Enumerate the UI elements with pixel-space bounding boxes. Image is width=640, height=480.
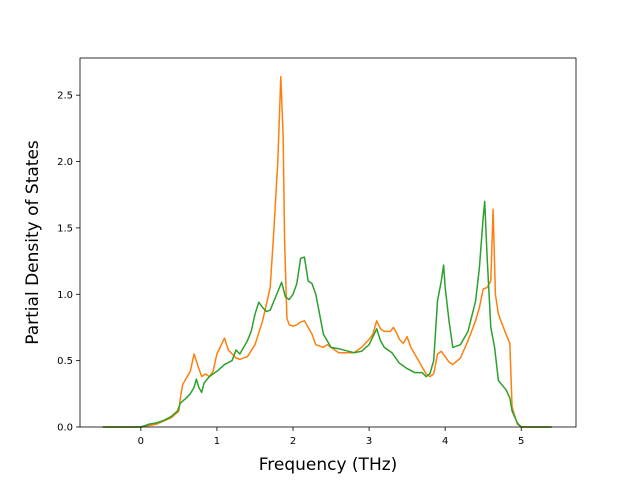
axis-ticks-group: 0 1 2 3 4 5 0.0 0.5 1.0 1.5 2.0 2.5 — [57, 91, 524, 447]
series-line-1 — [102, 75, 552, 428]
x-axis-label: Frequency (THz) — [259, 455, 398, 475]
plot-series-group — [102, 75, 552, 428]
y-tick-label: 0.0 — [57, 423, 73, 434]
y-tick-label: 1.0 — [57, 290, 73, 301]
y-tick-label: 1.5 — [57, 223, 73, 234]
y-axis-label: Partial Density of States — [23, 140, 43, 345]
axes-frame — [79, 57, 577, 428]
x-tick-label: 4 — [442, 436, 448, 447]
x-tick-label: 3 — [366, 436, 372, 447]
x-tick-label: 5 — [518, 436, 524, 447]
y-tick-label: 0.5 — [57, 356, 73, 367]
x-tick-label: 0 — [138, 436, 144, 447]
y-tick-label: 2.0 — [57, 157, 73, 168]
x-tick-label: 1 — [214, 436, 220, 447]
x-tick-label: 2 — [290, 436, 296, 447]
series-line-2 — [102, 200, 552, 428]
y-tick-label: 2.5 — [57, 91, 73, 102]
